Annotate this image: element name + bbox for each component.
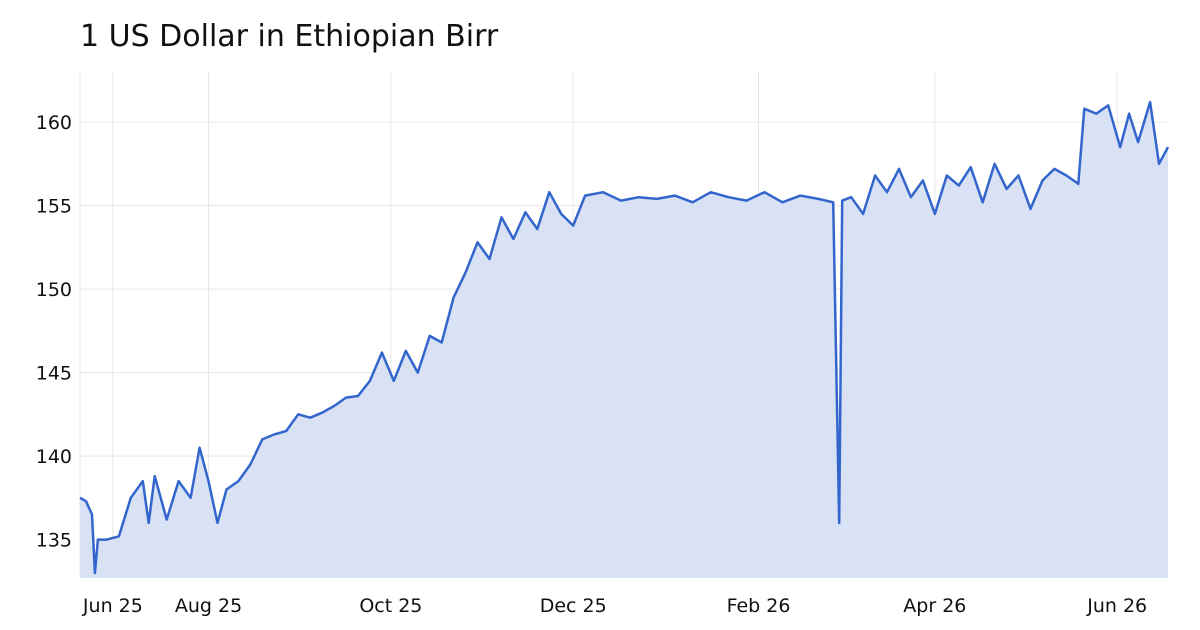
y-tick-label: 140 [36, 446, 72, 468]
y-tick-label: 155 [36, 196, 72, 218]
x-tick-label: Jun 26 [1086, 595, 1147, 617]
x-tick-label: Oct 25 [359, 595, 422, 617]
x-tick-label: Dec 25 [540, 595, 607, 617]
y-tick-label: 160 [36, 112, 72, 134]
y-tick-label: 145 [36, 363, 72, 385]
y-tick-label: 150 [36, 279, 72, 301]
chart-title: 1 US Dollar in Ethiopian Birr [80, 19, 499, 54]
line [79, 100, 1170, 575]
x-tick-label: Aug 25 [175, 595, 242, 617]
y-tick-label: 135 [36, 530, 72, 552]
x-tick-label: Feb 26 [727, 595, 791, 617]
x-tick-label: Apr 26 [903, 595, 966, 617]
area [80, 102, 1168, 578]
x-tick-label: Jun 25 [82, 595, 143, 617]
